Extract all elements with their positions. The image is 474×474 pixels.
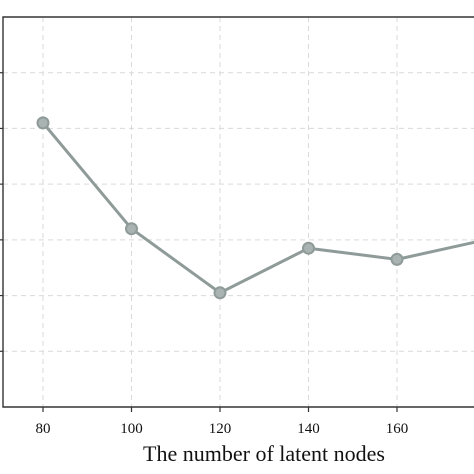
data-point — [125, 222, 138, 236]
axes — [2, 16, 474, 408]
series-line — [41, 121, 474, 295]
x-tick-label: 100 — [120, 421, 143, 437]
data-point — [36, 116, 50, 130]
plot-frame — [2, 16, 474, 408]
x-axis-ticks: 80100120140160180 — [0, 72, 409, 437]
grid — [3, 17, 474, 407]
x-axis-title: The number of latent nodes — [143, 441, 385, 466]
series-layer — [36, 116, 474, 300]
x-tick-label: 140 — [297, 421, 320, 437]
x-tick-label: 80 — [36, 421, 51, 437]
x-tick-label: 120 — [209, 421, 232, 437]
x-tick-label: 160 — [386, 421, 409, 437]
data-point — [302, 241, 315, 255]
data-point — [390, 252, 404, 266]
data-point — [213, 286, 227, 300]
